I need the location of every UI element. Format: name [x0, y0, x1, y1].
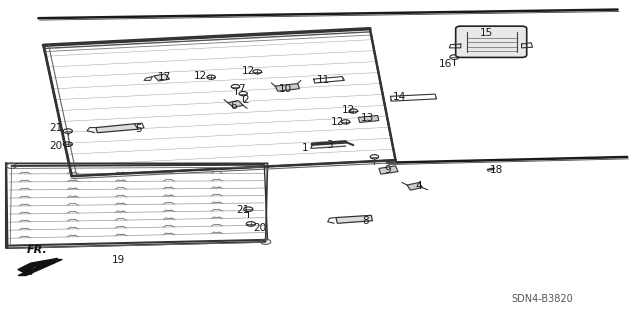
Text: 12: 12 — [331, 117, 344, 127]
Text: 18: 18 — [490, 165, 503, 175]
Polygon shape — [275, 84, 300, 91]
Text: 16: 16 — [438, 59, 452, 70]
Text: 12: 12 — [193, 71, 207, 81]
Text: 1: 1 — [302, 143, 308, 153]
Text: 20: 20 — [49, 141, 63, 151]
Text: 21: 21 — [49, 123, 63, 133]
Polygon shape — [228, 100, 243, 108]
FancyBboxPatch shape — [456, 26, 527, 57]
Text: FR.: FR. — [27, 245, 47, 255]
Text: 17: 17 — [157, 71, 171, 82]
Text: 9: 9 — [385, 165, 391, 175]
Text: 4: 4 — [415, 181, 422, 191]
Text: 7: 7 — [238, 84, 244, 94]
Text: 21: 21 — [236, 205, 250, 215]
Polygon shape — [154, 74, 170, 81]
Polygon shape — [96, 124, 138, 133]
Text: 12: 12 — [241, 66, 255, 76]
Text: 20: 20 — [253, 223, 266, 233]
Text: 19: 19 — [112, 255, 125, 265]
Text: 5: 5 — [136, 124, 142, 134]
Polygon shape — [407, 182, 422, 190]
Text: 10: 10 — [278, 84, 292, 94]
Text: 14: 14 — [393, 92, 406, 102]
Text: 8: 8 — [362, 216, 369, 226]
Polygon shape — [18, 258, 58, 273]
Text: 2: 2 — [242, 94, 248, 105]
Text: 15: 15 — [480, 28, 493, 39]
Polygon shape — [336, 215, 372, 223]
Text: 11: 11 — [317, 75, 330, 85]
Polygon shape — [358, 115, 379, 122]
Text: 6: 6 — [230, 101, 237, 111]
Text: 13: 13 — [360, 113, 374, 123]
Text: SDN4-B3820: SDN4-B3820 — [512, 294, 573, 304]
Text: 3: 3 — [326, 140, 333, 150]
Polygon shape — [379, 166, 398, 174]
Text: 12: 12 — [342, 105, 355, 115]
